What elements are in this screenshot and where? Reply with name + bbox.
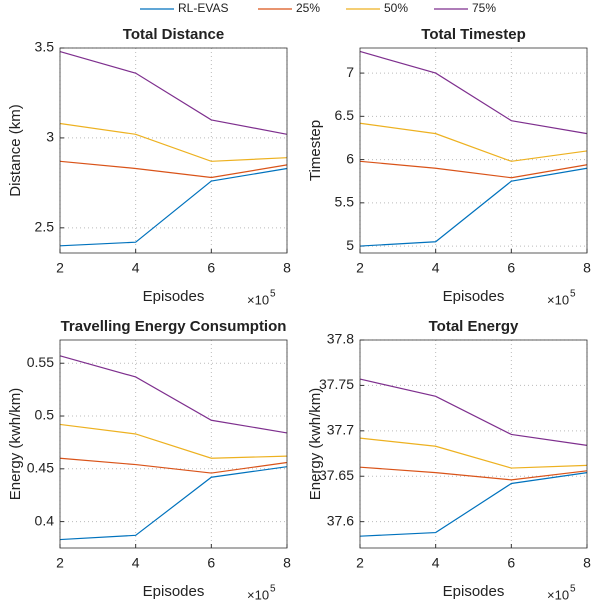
chart-title: Travelling Energy Consumption bbox=[61, 318, 287, 335]
x-scale-base: ×10 bbox=[247, 587, 269, 602]
series-line bbox=[359, 160, 588, 179]
y-axis-label: Energy (kwh/km) bbox=[7, 388, 24, 501]
x-tick-label: 6 bbox=[207, 555, 215, 571]
y-tick-label: 0.4 bbox=[35, 512, 55, 528]
series-line bbox=[359, 378, 588, 446]
x-scale-base: ×10 bbox=[247, 292, 269, 307]
plot-area bbox=[60, 48, 287, 253]
legend-label: 75% bbox=[472, 1, 496, 15]
x-scale-base: ×10 bbox=[547, 292, 569, 307]
plot-area bbox=[360, 48, 587, 253]
legend-label: 50% bbox=[384, 1, 408, 15]
axes-box bbox=[59, 47, 288, 254]
axes-box bbox=[59, 339, 288, 549]
y-axis-label: Distance (km) bbox=[7, 104, 24, 197]
x-tick-label: 4 bbox=[432, 555, 440, 571]
x-scale-exponent: 5 bbox=[570, 289, 576, 300]
series-line bbox=[59, 122, 288, 162]
x-axis-label: Episodes bbox=[143, 288, 205, 305]
x-tick-label: 8 bbox=[583, 260, 591, 276]
x-scale-exponent: 5 bbox=[270, 584, 276, 595]
series-line bbox=[359, 472, 588, 537]
y-tick-label: 6.5 bbox=[335, 107, 355, 123]
x-tick-label: 8 bbox=[283, 260, 291, 276]
y-tick-label: 6 bbox=[346, 150, 354, 166]
x-tick-label: 2 bbox=[356, 260, 364, 276]
y-tick-label: 37.8 bbox=[327, 331, 354, 347]
x-tick-label: 4 bbox=[132, 260, 140, 276]
axes-box bbox=[359, 47, 588, 254]
series-line bbox=[359, 437, 588, 469]
x-tick-label: 4 bbox=[432, 260, 440, 276]
y-tick-label: 5 bbox=[346, 237, 354, 253]
plot-area bbox=[360, 340, 587, 548]
chart-title: Total Distance bbox=[123, 26, 224, 43]
series-line bbox=[359, 167, 588, 247]
series-line bbox=[59, 355, 288, 434]
y-tick-label: 0.55 bbox=[27, 354, 54, 370]
x-axis-label: Episodes bbox=[143, 583, 205, 600]
x-scale-exponent: 5 bbox=[570, 584, 576, 595]
y-tick-label: 37.7 bbox=[327, 422, 354, 438]
x-tick-label: 2 bbox=[56, 260, 64, 276]
x-scale-exponent: 5 bbox=[270, 289, 276, 300]
x-tick-label: 8 bbox=[283, 555, 291, 571]
y-tick-label: 3.5 bbox=[35, 39, 55, 55]
y-tick-label: 7 bbox=[346, 64, 354, 80]
y-tick-label: 3 bbox=[46, 129, 54, 145]
chart-title: Total Timestep bbox=[421, 26, 525, 43]
legend-label: 25% bbox=[296, 1, 320, 15]
x-tick-label: 2 bbox=[56, 555, 64, 571]
x-axis-label: Episodes bbox=[443, 288, 505, 305]
x-axis-label: Episodes bbox=[443, 583, 505, 600]
series-line bbox=[59, 51, 288, 135]
y-tick-label: 37.75 bbox=[319, 376, 354, 392]
series-line bbox=[59, 167, 288, 247]
legend-label: RL-EVAS bbox=[178, 1, 228, 15]
series-line bbox=[59, 423, 288, 459]
x-tick-label: 6 bbox=[507, 555, 515, 571]
y-tick-label: 5.5 bbox=[335, 194, 355, 210]
x-tick-label: 8 bbox=[583, 555, 591, 571]
x-tick-label: 6 bbox=[507, 260, 515, 276]
x-scale-base: ×10 bbox=[547, 587, 569, 602]
y-axis-label: Timestep bbox=[307, 120, 324, 181]
x-tick-label: 2 bbox=[356, 555, 364, 571]
series-line bbox=[59, 160, 288, 179]
y-axis-label: Energy (kwh/km) bbox=[307, 388, 324, 501]
x-tick-label: 4 bbox=[132, 555, 140, 571]
series-line bbox=[359, 122, 588, 162]
y-tick-label: 2.5 bbox=[35, 219, 55, 235]
chart-title: Total Energy bbox=[429, 318, 519, 335]
plot-area bbox=[60, 340, 287, 548]
series-line bbox=[59, 466, 288, 541]
axes-box bbox=[359, 339, 588, 549]
y-tick-label: 0.5 bbox=[35, 407, 55, 423]
y-tick-label: 37.65 bbox=[319, 467, 354, 483]
y-tick-label: 37.6 bbox=[327, 512, 354, 528]
series-line bbox=[359, 466, 588, 481]
series-line bbox=[359, 50, 588, 135]
y-tick-label: 0.45 bbox=[27, 460, 54, 476]
series-line bbox=[59, 457, 288, 474]
x-tick-label: 6 bbox=[207, 260, 215, 276]
